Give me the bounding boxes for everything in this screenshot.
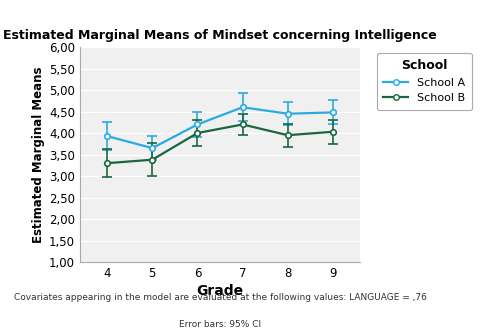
X-axis label: Grade: Grade (196, 284, 244, 298)
Text: Covariates appearing in the model are evaluated at the following values: LANGUAG: Covariates appearing in the model are ev… (14, 293, 426, 302)
Legend: School A, School B: School A, School B (377, 53, 472, 110)
Text: Estimated Marginal Means of Mindset concerning Intelligence: Estimated Marginal Means of Mindset conc… (3, 29, 437, 42)
Text: Error bars: 95% CI: Error bars: 95% CI (179, 320, 261, 329)
Y-axis label: Estimated Marginal Means: Estimated Marginal Means (32, 66, 45, 243)
